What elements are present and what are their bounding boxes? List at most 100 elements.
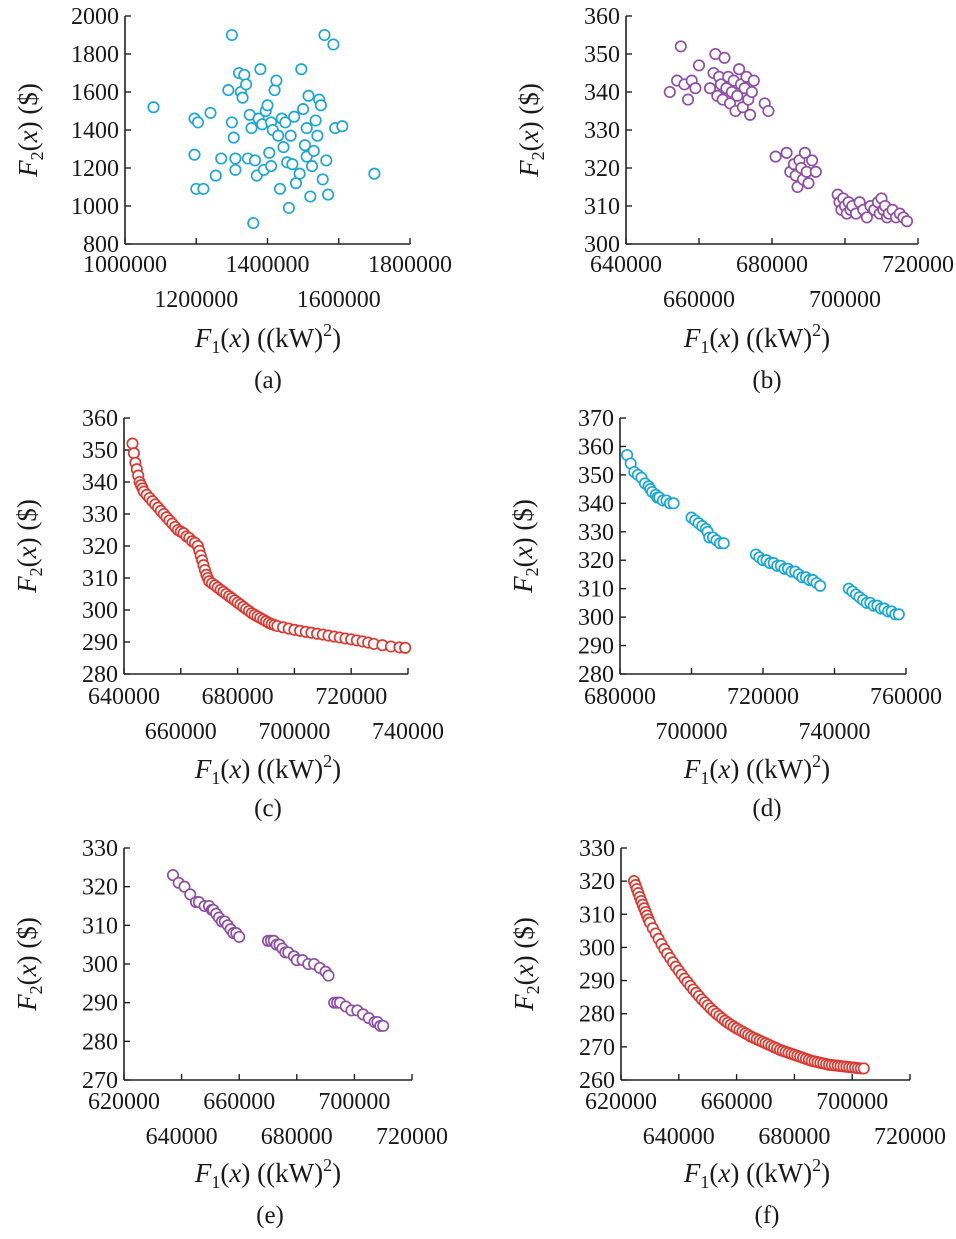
y-tick-label: 300 bbox=[584, 232, 620, 258]
data-point bbox=[247, 217, 260, 230]
y-axis-label: F2(x) ($) bbox=[13, 83, 47, 178]
data-point bbox=[322, 188, 335, 201]
x-tick-label: 620000 bbox=[88, 1089, 160, 1115]
data-point bbox=[215, 152, 228, 165]
y-tick-label: 350 bbox=[82, 438, 118, 464]
y-tick-label: 260 bbox=[579, 1068, 615, 1094]
data-point bbox=[681, 93, 695, 106]
y-tick-label: 800 bbox=[83, 232, 119, 258]
y-tick-label: 330 bbox=[579, 836, 615, 862]
data-point bbox=[188, 148, 201, 161]
data-point bbox=[731, 89, 744, 102]
data-point bbox=[663, 85, 676, 99]
y-tick-label: 300 bbox=[579, 935, 615, 961]
x-tick-label: 740000 bbox=[372, 719, 444, 745]
data-point bbox=[316, 173, 329, 186]
chart-panel-a: 800 1000 1200 1400 1600 1800 2000 1000000 140000… bbox=[13, 4, 452, 394]
x-tick-label: 640000 bbox=[88, 684, 160, 710]
y-tick-label: 330 bbox=[82, 836, 118, 862]
data-point bbox=[298, 139, 311, 152]
y-tick-label: 270 bbox=[579, 1035, 615, 1061]
data-point bbox=[204, 106, 217, 119]
data-point bbox=[311, 129, 324, 142]
data-point bbox=[227, 131, 240, 144]
y-axis-label: F2(x) ($) bbox=[12, 917, 46, 1012]
x-tick-label: 1000000 bbox=[83, 252, 167, 278]
y-tick-label: 280 bbox=[579, 1002, 615, 1028]
x-tick-label: 720000 bbox=[727, 684, 799, 710]
y-tick-label: 1000 bbox=[71, 194, 119, 220]
y-tick-label: 330 bbox=[584, 118, 620, 144]
x-tick-label: 660000 bbox=[203, 1089, 275, 1115]
y-tick-label: 360 bbox=[578, 434, 614, 460]
y-tick-label: 350 bbox=[584, 42, 620, 68]
y-axis-label: F2(x) ($) bbox=[12, 499, 46, 594]
data-point bbox=[238, 68, 251, 81]
x-tick-label: 720000 bbox=[376, 1124, 448, 1150]
x-tick-label: 700000 bbox=[809, 287, 881, 313]
data-point bbox=[254, 63, 267, 76]
data-point bbox=[314, 99, 327, 112]
y-tick-label: 290 bbox=[579, 969, 615, 995]
y-tick-label: 340 bbox=[578, 491, 614, 517]
x-axis-label: F1(x) ((kW)2) bbox=[194, 751, 341, 788]
x-tick-label: 720000 bbox=[882, 252, 954, 278]
x-tick-label: 760000 bbox=[870, 684, 942, 710]
data-point bbox=[268, 84, 281, 97]
x-tick-label: 720000 bbox=[315, 684, 387, 710]
data-point bbox=[368, 167, 381, 180]
x-tick-label: 680000 bbox=[261, 1124, 333, 1150]
data-point bbox=[263, 146, 276, 159]
data-point bbox=[674, 40, 687, 53]
data-point bbox=[284, 129, 297, 142]
x-tick-label: 640000 bbox=[643, 1124, 715, 1150]
y-tick-label: 300 bbox=[82, 952, 118, 978]
data-point bbox=[229, 163, 242, 176]
data-point bbox=[809, 165, 822, 178]
x-tick-label: 1200000 bbox=[154, 287, 238, 313]
data-point bbox=[295, 63, 308, 76]
y-tick-label: 310 bbox=[82, 913, 118, 939]
data-point bbox=[304, 190, 317, 203]
y-tick-label: 290 bbox=[578, 634, 614, 660]
y-tick-label: 320 bbox=[578, 548, 614, 574]
chart-panel-e: 270 280 290 300 310 320 330 620000 660000 700000 6… bbox=[12, 836, 448, 1229]
y-tick-label: 270 bbox=[82, 1068, 118, 1094]
x-tick-label: 1800000 bbox=[368, 252, 452, 278]
data-point bbox=[798, 146, 811, 159]
panel-label: (b) bbox=[752, 367, 781, 394]
data-point bbox=[282, 201, 295, 214]
x-tick-label: 700000 bbox=[258, 719, 330, 745]
data-point bbox=[286, 158, 299, 171]
data-point bbox=[689, 82, 702, 95]
data-point bbox=[900, 215, 914, 228]
x-axis-label: F1(x) ((kW)2) bbox=[683, 1155, 830, 1192]
y-tick-label: 360 bbox=[82, 406, 118, 432]
y-tick-label: 300 bbox=[578, 605, 614, 631]
data-point bbox=[667, 497, 680, 510]
x-tick-label: 1600000 bbox=[297, 287, 381, 313]
data-point bbox=[229, 152, 242, 165]
data-point bbox=[747, 74, 760, 87]
data-point bbox=[733, 63, 746, 76]
y-tick-label: 280 bbox=[82, 662, 118, 688]
y-tick-label: 290 bbox=[82, 991, 118, 1017]
data-point bbox=[320, 154, 333, 167]
data-point bbox=[225, 28, 238, 42]
data-point bbox=[222, 84, 235, 97]
data-point bbox=[209, 169, 222, 182]
data-point bbox=[236, 91, 249, 104]
data-point bbox=[327, 38, 340, 51]
y-tick-label: 310 bbox=[584, 194, 620, 220]
data-point bbox=[245, 122, 258, 135]
y-tick-label: 350 bbox=[578, 463, 614, 489]
data-point bbox=[718, 51, 731, 64]
data-point bbox=[191, 116, 205, 129]
data-point bbox=[692, 59, 706, 72]
data-point bbox=[745, 85, 758, 99]
data-point bbox=[769, 150, 782, 163]
data-point bbox=[225, 116, 238, 129]
x-tick-label: 700000 bbox=[816, 1089, 888, 1115]
y-tick-label: 320 bbox=[82, 534, 118, 560]
